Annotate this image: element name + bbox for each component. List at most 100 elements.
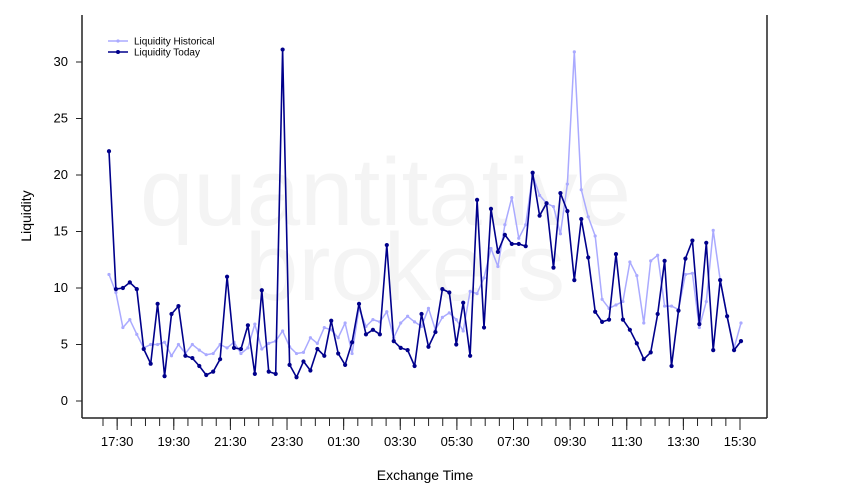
data-point [634, 341, 639, 346]
data-point [510, 196, 514, 200]
data-point [544, 201, 549, 206]
x-tick-label: 07:30 [497, 434, 530, 449]
data-point [197, 363, 202, 369]
data-point [120, 285, 125, 291]
data-point [336, 351, 341, 356]
data-point [586, 255, 591, 260]
data-point [579, 188, 583, 192]
legend-label: Liquidity Today [134, 48, 200, 59]
data-point [384, 242, 389, 248]
data-point [169, 354, 174, 358]
data-point [128, 318, 132, 322]
y-tick-label: 25 [54, 111, 68, 126]
data-point [739, 321, 743, 325]
data-point [363, 332, 369, 337]
data-point [683, 256, 688, 261]
data-point [502, 232, 507, 237]
data-point [107, 272, 111, 277]
data-point [523, 244, 528, 249]
data-point [385, 310, 389, 314]
x-tick-label: 11:30 [611, 434, 643, 449]
data-point [315, 346, 320, 352]
data-point [454, 342, 459, 347]
y-axis-title: Liquidity [18, 190, 34, 241]
data-point [405, 348, 410, 353]
data-point [489, 246, 493, 251]
data-point [127, 280, 132, 285]
data-point [246, 346, 250, 350]
data-point [558, 232, 563, 236]
data-point [239, 351, 243, 356]
data-point [537, 193, 542, 197]
data-point [627, 327, 632, 332]
x-tick-label: 17:30 [101, 434, 134, 449]
data-point [579, 216, 584, 222]
data-point [537, 213, 542, 218]
data-point [253, 322, 257, 326]
data-point [468, 353, 473, 358]
data-point [398, 345, 403, 350]
data-point [656, 253, 660, 257]
watermark: quantitative brokers [140, 139, 631, 321]
data-point [370, 327, 376, 332]
data-point [447, 290, 452, 295]
data-point [412, 320, 417, 324]
x-tick-label: 15:30 [724, 434, 757, 449]
data-point [176, 303, 181, 309]
data-point [273, 371, 278, 376]
series-line [108, 51, 742, 357]
data-point [516, 241, 521, 247]
data-point [725, 314, 730, 319]
data-point [308, 368, 313, 373]
data-point [204, 353, 208, 357]
data-point [503, 223, 507, 227]
data-point [738, 339, 744, 344]
data-point [614, 303, 618, 307]
data-point [371, 318, 375, 322]
data-point [655, 311, 660, 317]
y-tick-label: 15 [54, 224, 68, 239]
data-point [697, 325, 701, 330]
data-point [461, 300, 466, 305]
data-point [509, 241, 514, 247]
data-point [224, 274, 230, 279]
data-point [495, 249, 501, 254]
data-point [711, 228, 715, 232]
data-point [343, 362, 348, 367]
series-line [108, 48, 742, 379]
data-point [683, 272, 688, 277]
data-point [356, 301, 362, 306]
data-point [662, 258, 667, 263]
data-point [266, 369, 271, 374]
data-point [635, 273, 639, 278]
legend-marker [116, 50, 120, 54]
data-point [287, 362, 292, 367]
data-point [488, 206, 494, 211]
data-point [641, 357, 646, 362]
data-point [301, 350, 306, 355]
data-point [530, 170, 535, 175]
data-point [315, 341, 319, 345]
data-point [426, 344, 431, 349]
data-point [628, 260, 632, 264]
data-point [731, 348, 737, 353]
data-point [149, 342, 153, 347]
data-point [350, 351, 354, 356]
data-point [426, 306, 431, 310]
x-tick-label: 23:30 [271, 434, 304, 449]
data-point [162, 374, 167, 379]
data-point [572, 277, 577, 283]
data-point [197, 348, 201, 352]
data-point [280, 47, 285, 52]
data-point [399, 321, 403, 325]
data-point [259, 288, 264, 293]
data-point [433, 329, 438, 335]
data-point [183, 353, 188, 358]
data-point [267, 341, 271, 345]
data-point [135, 332, 139, 336]
data-point [301, 359, 306, 364]
data-point [106, 149, 112, 154]
data-point [697, 322, 702, 327]
